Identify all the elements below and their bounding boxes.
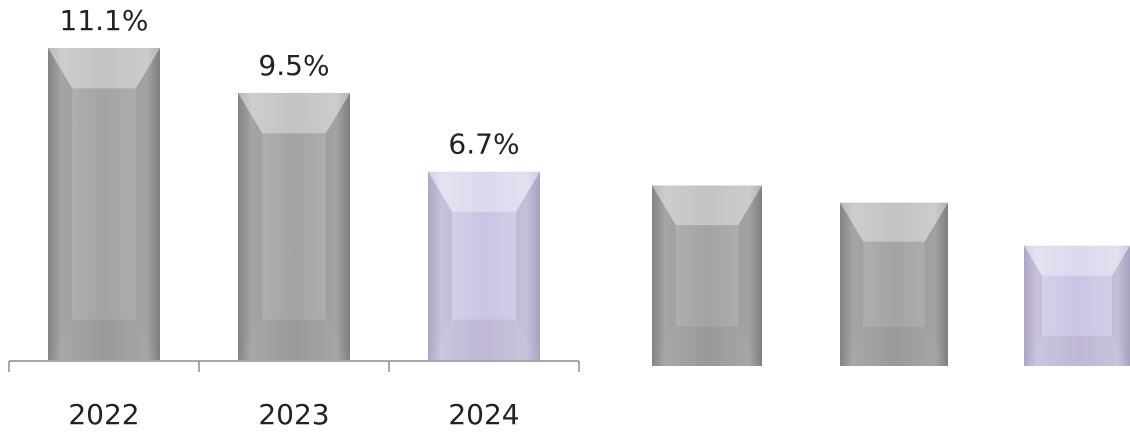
bar-2024-body xyxy=(428,171,540,360)
right-bar-chart xyxy=(652,185,1130,366)
right-bar-3-bevel-right xyxy=(1111,245,1130,366)
right-bar-3-body xyxy=(1024,245,1130,366)
bar-2023-bevel-bottom xyxy=(238,319,350,360)
bar-2024-bevel-left xyxy=(428,171,453,360)
bar-2023-bevel-left xyxy=(238,92,263,361)
right-bar-2-bevel-right xyxy=(924,202,948,366)
bar-2023 xyxy=(238,92,350,361)
category-label-2022: 2022 xyxy=(68,398,139,431)
right-bar-1-bevel-top xyxy=(652,185,762,226)
bar-2024-bevel-right xyxy=(515,171,540,360)
right-bar-2 xyxy=(840,202,948,366)
right-bar-1-bevel-right xyxy=(738,185,762,366)
right-bar-3-bevel-bottom xyxy=(1024,335,1130,366)
bar-2024 xyxy=(428,171,540,360)
right-bar-3-bevel-top xyxy=(1024,245,1130,276)
bar-2023-body xyxy=(238,92,350,361)
category-label-2023: 2023 xyxy=(258,398,329,431)
right-bar-2-bevel-left xyxy=(840,202,864,366)
right-bar-1-bevel-left xyxy=(652,185,676,366)
bar-2024-bevel-bottom xyxy=(428,319,540,360)
bar-2022 xyxy=(48,48,160,360)
left-bar-chart: 11.1% 2022 9.5% 2023 6.7% 2024 xyxy=(8,4,580,431)
bar-2023-bevel-top xyxy=(238,92,350,134)
bar-2022-bevel-bottom xyxy=(48,319,160,360)
right-bar-3 xyxy=(1024,245,1130,366)
right-bar-2-bevel-top xyxy=(840,202,948,242)
right-bar-3-bevel-left xyxy=(1024,245,1043,366)
category-label-2024: 2024 xyxy=(448,398,519,431)
right-bar-1-body xyxy=(652,185,762,366)
bar-2022-bevel-top xyxy=(48,48,160,89)
bar-2022-bevel-left xyxy=(48,48,73,360)
bar-2022-body xyxy=(48,48,160,360)
right-bar-1-bevel-bottom xyxy=(652,326,762,366)
bar-2024-bevel-top xyxy=(428,171,540,212)
right-bar-1 xyxy=(652,185,762,366)
data-label-2024: 6.7% xyxy=(448,128,519,161)
bar-2022-bevel-right xyxy=(135,48,160,360)
bar-2023-bevel-right xyxy=(325,92,350,361)
data-label-2023: 9.5% xyxy=(258,49,329,82)
data-label-2022: 11.1% xyxy=(60,4,149,37)
right-bar-2-body xyxy=(840,202,948,366)
right-bar-2-bevel-bottom xyxy=(840,327,948,366)
